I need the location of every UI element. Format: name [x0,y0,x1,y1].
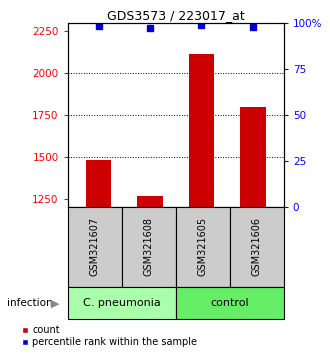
Text: GSM321605: GSM321605 [198,217,208,276]
Bar [68,207,122,287]
Bar [188,54,214,207]
Text: infection: infection [7,298,52,308]
Text: GSM321607: GSM321607 [90,217,100,276]
Legend: count, percentile rank within the sample: count, percentile rank within the sample [21,325,197,347]
Text: C. pneumonia: C. pneumonia [83,298,161,308]
Bar [68,287,176,319]
Bar [230,207,284,287]
Bar [137,196,163,207]
Title: GDS3573 / 223017_at: GDS3573 / 223017_at [107,9,245,22]
Bar [122,207,176,287]
Text: control: control [211,298,249,308]
Bar [86,160,112,207]
Bar [240,107,266,207]
Text: GSM321608: GSM321608 [144,217,154,276]
Bar [176,207,230,287]
Text: ▶: ▶ [51,298,60,308]
Text: GSM321606: GSM321606 [252,217,262,276]
Bar [176,287,284,319]
